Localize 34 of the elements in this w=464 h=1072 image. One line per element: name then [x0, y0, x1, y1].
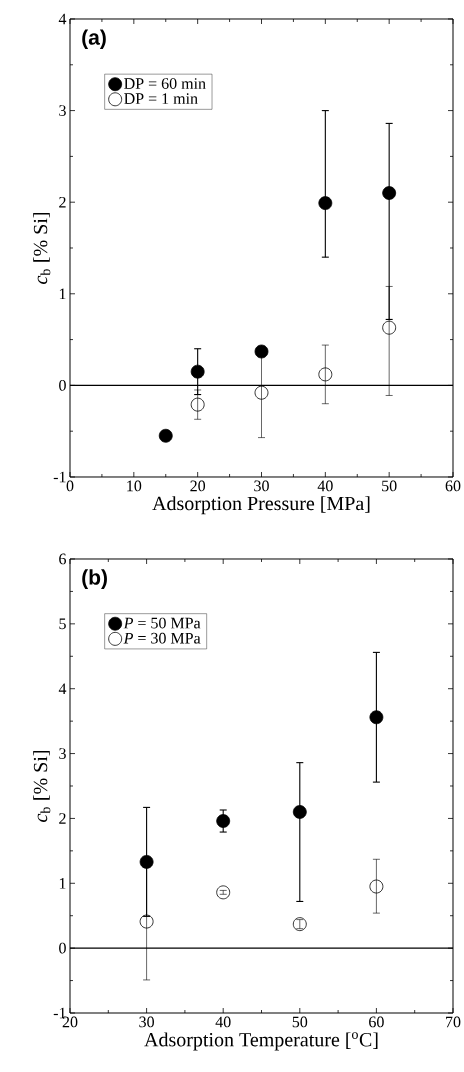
y-axis-title: c$_{b}$ [% Si] [33, 750, 51, 822]
y-tick-label: 2 [59, 196, 66, 208]
y-tick-label: 2 [59, 813, 66, 824]
y-tick-label: 5 [59, 618, 66, 630]
x-tick-label: 70 [446, 1016, 461, 1028]
x-tick-label: 40 [215, 1016, 231, 1028]
chart-title: (b) [82, 569, 107, 589]
y-axis-title: c$_{b}$ [% Si] [33, 212, 51, 284]
x-axis-title: Adsorption Temperature [$^{o}$C] [144, 1032, 378, 1051]
y-tick-label: 4 [58, 683, 67, 694]
x-tick-label: 60 [369, 1016, 384, 1028]
y-tick-label: 4 [58, 13, 67, 25]
y-tick-label: 3 [59, 105, 66, 116]
x-tick-label: 40 [317, 480, 333, 492]
y-tick-label: 1 [59, 288, 66, 300]
legend-label: DP = 60 min [124, 78, 206, 89]
legend-label: DP = 1 min [124, 93, 198, 104]
x-tick-label: 30 [139, 1016, 154, 1028]
legend-label: P = 50 MPa [123, 617, 201, 629]
y-tick-label: 0 [59, 942, 66, 954]
x-tick-label: 60 [445, 480, 461, 492]
x-tick-label: 30 [254, 480, 269, 492]
y-tick-label: 3 [59, 748, 66, 759]
x-tick-label: 50 [382, 480, 397, 492]
y-tick-label: -1 [53, 471, 66, 483]
y-tick-label: 1 [59, 878, 66, 889]
x-axis-title: Adsorption Pressure [MPa] [152, 496, 370, 515]
y-tick-label: 6 [59, 553, 67, 565]
chart-title: (a) [82, 29, 106, 49]
x-tick-label: 50 [292, 1016, 308, 1028]
x-tick-label: 10 [127, 480, 142, 492]
x-tick-label: 20 [190, 480, 206, 492]
y-tick-label: 0 [59, 379, 66, 391]
legend-label: P = 30 MPa [123, 632, 201, 644]
